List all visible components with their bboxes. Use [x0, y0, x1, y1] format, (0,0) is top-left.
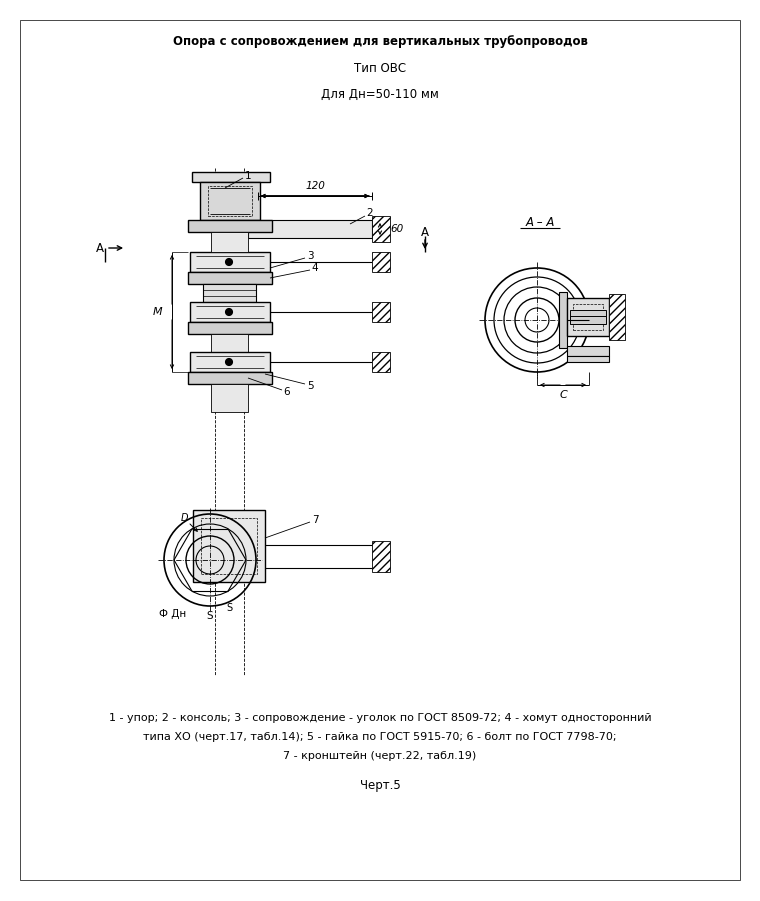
Bar	[188, 272, 272, 284]
Text: 60: 60	[390, 224, 404, 234]
Text: 5: 5	[307, 381, 313, 391]
Bar	[567, 356, 609, 362]
Text: А: А	[421, 225, 429, 239]
Text: S: S	[226, 603, 232, 613]
Text: А – А: А – А	[525, 215, 555, 229]
Text: 7: 7	[312, 515, 318, 525]
Text: 7 - кронштейн (черт.22, табл.19): 7 - кронштейн (черт.22, табл.19)	[283, 751, 477, 761]
Bar	[570, 316, 606, 324]
Text: 120: 120	[305, 181, 325, 191]
Text: типа ХО (черт.17, табл.14); 5 - гайка по ГОСТ 5915-70; 6 - болт по ГОСТ 7798-70;: типа ХО (черт.17, табл.14); 5 - гайка по…	[143, 732, 617, 742]
Bar	[567, 298, 609, 336]
Bar	[372, 252, 390, 272]
Circle shape	[226, 308, 233, 315]
Bar	[567, 346, 609, 356]
Bar	[200, 182, 260, 220]
Text: Опора с сопровождением для вертикальных трубопроводов: Опора с сопровождением для вертикальных …	[173, 35, 587, 49]
Text: Для Дн=50-110 мм: Для Дн=50-110 мм	[321, 87, 439, 101]
Text: Черт.5: Черт.5	[359, 779, 401, 793]
Bar	[559, 292, 567, 348]
Bar	[372, 302, 390, 322]
Bar	[211, 384, 248, 412]
Bar	[372, 352, 390, 372]
Bar	[211, 220, 248, 232]
Text: 3: 3	[307, 251, 313, 261]
Bar	[372, 541, 390, 572]
Text: 4: 4	[312, 263, 318, 273]
Bar	[188, 322, 272, 334]
Text: M: M	[152, 307, 162, 317]
Text: 1 - упор; 2 - консоль; 3 - сопровождение - уголок по ГОСТ 8509-72; 4 - хомут одн: 1 - упор; 2 - консоль; 3 - сопровождение…	[109, 713, 651, 723]
Bar	[248, 220, 372, 238]
Bar	[201, 518, 257, 574]
Bar	[190, 302, 270, 322]
Text: 6: 6	[283, 387, 290, 397]
Bar	[190, 252, 270, 272]
Bar	[573, 304, 603, 330]
Bar	[188, 372, 272, 384]
Bar	[193, 510, 265, 582]
Bar	[609, 294, 625, 340]
Bar	[211, 232, 248, 252]
Text: 1: 1	[245, 171, 252, 181]
Bar	[211, 334, 248, 352]
Circle shape	[226, 359, 233, 366]
Circle shape	[226, 259, 233, 266]
Text: S: S	[207, 611, 214, 621]
Bar	[203, 284, 256, 302]
Text: Ф Дн: Ф Дн	[160, 609, 187, 619]
Bar	[208, 186, 252, 216]
Bar	[192, 172, 270, 182]
Bar	[372, 216, 390, 242]
Text: 2: 2	[366, 208, 373, 218]
Bar	[570, 310, 606, 318]
Text: А: А	[96, 241, 104, 254]
Bar	[190, 352, 270, 372]
Text: C: C	[559, 390, 567, 400]
Text: Тип ОВС: Тип ОВС	[354, 61, 406, 75]
Text: D: D	[180, 513, 188, 523]
Bar	[188, 220, 272, 232]
